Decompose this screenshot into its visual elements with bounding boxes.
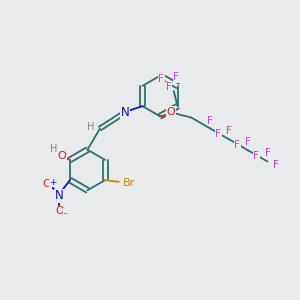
Text: F: F: [226, 127, 232, 136]
Text: O: O: [167, 107, 175, 117]
Text: F: F: [173, 72, 179, 82]
Text: F: F: [207, 116, 213, 125]
Text: +: +: [49, 178, 57, 187]
Text: F: F: [234, 140, 240, 150]
Text: H: H: [87, 122, 94, 132]
Text: F: F: [158, 74, 164, 84]
Text: O: O: [55, 206, 64, 216]
Text: Br: Br: [123, 178, 135, 188]
Text: O: O: [43, 179, 51, 189]
Text: -: -: [64, 208, 67, 217]
Text: O: O: [57, 151, 66, 161]
Text: H: H: [50, 144, 57, 154]
Text: N: N: [120, 106, 129, 119]
Text: F: F: [245, 137, 251, 148]
Text: F: F: [215, 129, 221, 139]
Text: F: F: [265, 148, 270, 158]
Text: N: N: [55, 189, 64, 202]
Text: F: F: [166, 82, 172, 92]
Text: F: F: [272, 160, 278, 170]
Text: F: F: [254, 151, 259, 161]
